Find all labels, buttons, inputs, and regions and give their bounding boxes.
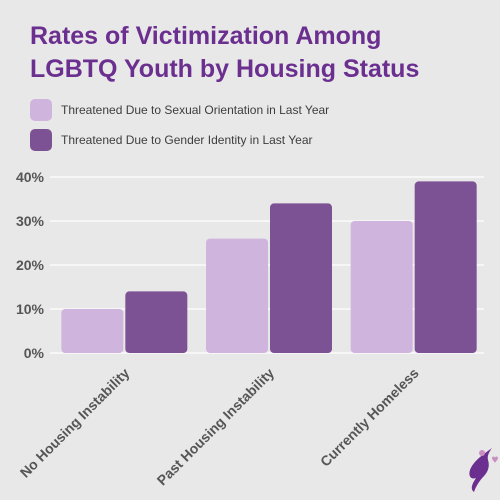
bar-series-1-no-housing-instability [61,309,124,353]
legend-item-gender-identity: Threatened Due to Gender Identity in Las… [30,126,329,153]
legend: Threatened Due to Sexual Orientation in … [30,96,329,156]
bar-series-2-currently-homeless [414,181,477,353]
x-tick-label: No Housing Instability [17,365,133,481]
legend-item-sexual-orientation: Threatened Due to Sexual Orientation in … [30,96,329,123]
bar-series-2-past-housing-instability [270,203,332,353]
legend-swatch-series-2 [30,128,52,151]
x-tick-label: Currently Homeless [317,365,422,470]
legend-swatch-series-1 [30,98,52,121]
x-tick-label: Past Housing Instability [154,365,278,489]
y-tick-label: 0% [24,345,45,361]
legend-label-series-1: Threatened Due to Sexual Orientation in … [61,102,330,117]
chart-title: Rates of Victimization Among LGBTQ Youth… [30,22,420,83]
y-tick-label: 40% [16,169,45,185]
bar-series-2-no-housing-instability [125,291,188,353]
y-tick-label: 10% [16,301,45,317]
y-tick-label: 30% [16,213,45,229]
bar-series-1-currently-homeless [350,221,413,353]
logo-figure-heart-icon [469,448,498,492]
legend-label-series-2: Threatened Due to Gender Identity in Las… [61,132,313,147]
y-tick-label: 20% [16,257,45,273]
bar-series-1-past-housing-instability [206,238,268,353]
